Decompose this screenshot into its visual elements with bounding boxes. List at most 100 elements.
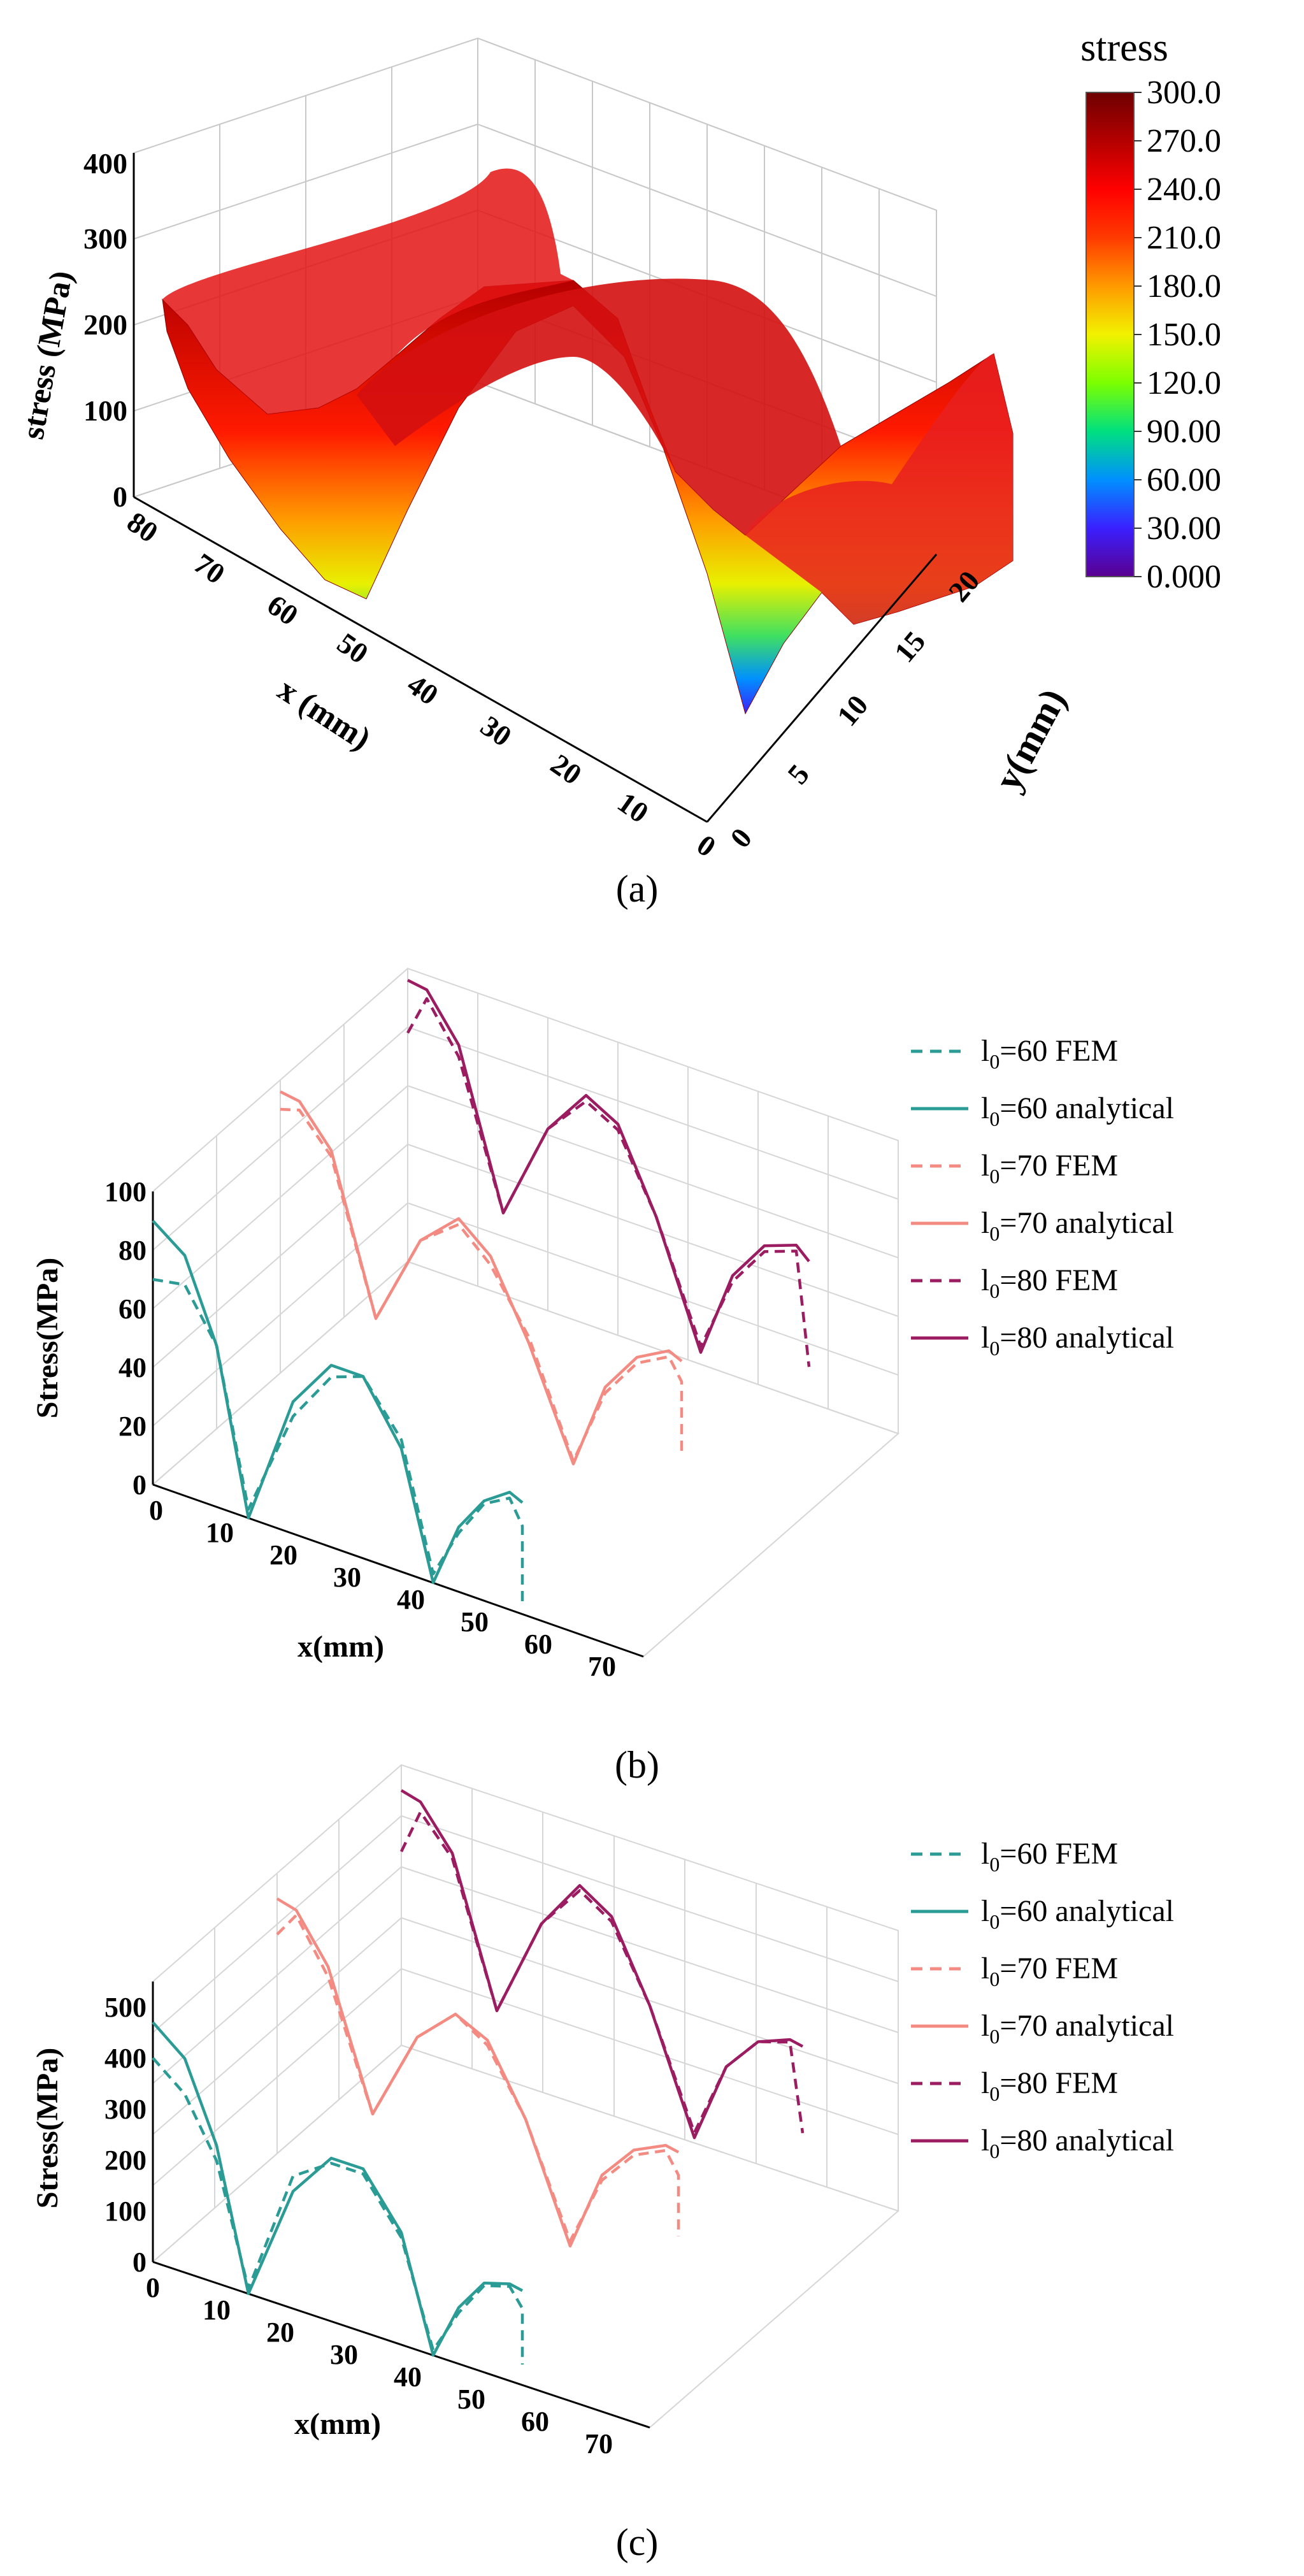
- panel-a-z-axis-label: stress (MPa): [14, 268, 79, 442]
- y-tick-label: 200: [104, 2145, 147, 2176]
- legend-label: l0=80 FEM: [981, 2066, 1118, 2105]
- panel-c-x-axis-label: x(mm): [294, 2407, 381, 2441]
- legend-label: l0=80 analytical: [981, 2124, 1174, 2162]
- panel-b-y-axis-label: Stress(MPa): [31, 1258, 64, 1418]
- panel-c-grid: [152, 1764, 899, 2429]
- panel-a-axes: [133, 153, 938, 823]
- series-line-l0-60-analytical: [152, 2021, 524, 2357]
- y-tick-label: 0: [724, 822, 758, 854]
- series-line-l0-60-fem: [152, 1277, 524, 1602]
- colorbar-tick-label: 300.0: [1147, 75, 1221, 111]
- y-tick-label: 300: [104, 2094, 147, 2125]
- series-line-l0-60-analytical: [152, 1220, 524, 1585]
- colorbar-tick-label: 210.0: [1147, 220, 1221, 256]
- colorbar-tick-label: 240.0: [1147, 171, 1221, 208]
- x-tick-label: 50: [461, 1606, 489, 1637]
- panel-b-axes: [152, 1191, 644, 1658]
- y-tick-label: 20: [118, 1411, 147, 1442]
- panel-a-y-axis-label: y(mm): [986, 682, 1074, 797]
- z-tick-label: 100: [83, 394, 127, 427]
- legend-label: l0=80 analytical: [981, 1321, 1174, 1360]
- panel-c-x-ticks: 0 10 20 30 40 50 60 70: [146, 2272, 613, 2459]
- x-tick-label: 50: [331, 626, 374, 670]
- series-line-l0-80-analytical: [406, 979, 810, 1354]
- y-tick-label: 10: [831, 689, 875, 732]
- legend-label: l0=80 FEM: [981, 1263, 1118, 1302]
- legend-label: l0=60 FEM: [981, 1837, 1118, 1876]
- colorbar-labels: 300.0 270.0 240.0 210.0 180.0 150.0 120.0 90.00…: [1134, 75, 1221, 595]
- panel-a-colorbar: stress 300.0 270.0 240.0 210.0 180.0 150.0 120…: [1080, 26, 1221, 595]
- panel-b-series: [152, 979, 811, 1602]
- colorbar-gradient: [1085, 92, 1135, 577]
- y-tick-label: 80: [118, 1235, 147, 1266]
- series-line-l0-80-fem: [399, 1810, 805, 2134]
- panel-c-axes: [152, 1982, 650, 2429]
- series-line-l0-80-fem: [406, 997, 811, 1367]
- x-tick-label: 70: [588, 1651, 616, 1682]
- panel-a-surface: [162, 168, 1014, 715]
- colorbar-title: stress: [1080, 26, 1168, 69]
- colorbar-tick-label: 60.00: [1147, 462, 1221, 498]
- x-tick-label: 30: [475, 709, 517, 752]
- x-tick-label: 20: [545, 747, 587, 791]
- y-tick-label: 100: [104, 1176, 147, 1207]
- x-tick-label: 70: [585, 2428, 613, 2459]
- x-tick-label: 60: [524, 1629, 552, 1660]
- z-tick-label: 300: [83, 222, 127, 255]
- panel-c-caption: (c): [616, 2521, 659, 2563]
- colorbar-tick-label: 90.00: [1147, 414, 1221, 450]
- z-tick-label: 400: [83, 147, 127, 180]
- x-tick-label: 0: [149, 1495, 163, 1526]
- x-tick-label: 10: [203, 2294, 231, 2326]
- panel-a-caption: (a): [616, 868, 659, 910]
- colorbar-tick-label: 0.000: [1147, 559, 1221, 595]
- colorbar-tick-label: 120.0: [1147, 365, 1221, 401]
- panel-b-y-ticks: 0 20 40 60 80 100: [104, 1176, 147, 1500]
- y-tick-label: 40: [118, 1352, 147, 1383]
- series-line-l0-80-analytical: [400, 1789, 804, 2140]
- x-tick-label: 80: [121, 505, 164, 549]
- colorbar-tick-label: 180.0: [1147, 268, 1221, 305]
- legend-label: l0=70 analytical: [981, 1206, 1174, 1245]
- panel-b-grid: [152, 967, 899, 1658]
- panel-b-legend: l0=60 FEM l0=60 analytical l0=70 FEM l0=70 …: [911, 1034, 1174, 1360]
- legend-label: l0=70 FEM: [981, 1149, 1118, 1188]
- panel-c-y-axis-label: Stress(MPa): [31, 2048, 64, 2208]
- y-tick-label: 400: [104, 2043, 147, 2074]
- series-line-l0-70-fem: [280, 1107, 684, 1463]
- series-line-l0-60-fem: [152, 2057, 524, 2365]
- panel-c-legend: l0=60 FEM l0=60 analytical l0=70 FEM l0=70 …: [911, 1837, 1174, 2162]
- x-tick-label: 70: [188, 547, 231, 590]
- panel-b-x-ticks: 0 10 20 30 40 50 60 70: [149, 1495, 616, 1682]
- y-tick-label: 0: [133, 1469, 147, 1500]
- x-tick-label: 10: [206, 1517, 234, 1548]
- x-tick-label: 0: [691, 828, 722, 863]
- y-tick-label: 5: [781, 758, 815, 790]
- colorbar-tick-label: 30.00: [1147, 510, 1221, 547]
- x-tick-label: 20: [266, 2317, 294, 2348]
- panel-c-series: [152, 1789, 805, 2365]
- y-tick-label: 0: [133, 2247, 147, 2278]
- z-tick-label: 200: [83, 308, 127, 341]
- y-tick-label: 60: [118, 1293, 147, 1325]
- series-line-l0-70-analytical: [279, 1090, 683, 1465]
- x-tick-label: 10: [612, 786, 654, 829]
- x-tick-label: 30: [333, 1562, 361, 1593]
- legend-label: l0=60 analytical: [981, 1894, 1174, 1933]
- colorbar-tick-label: 270.0: [1147, 123, 1221, 159]
- x-tick-label: 40: [394, 2361, 422, 2393]
- legend-label: l0=70 analytical: [981, 2009, 1174, 2048]
- x-tick-label: 30: [330, 2339, 358, 2370]
- y-tick-label: 500: [104, 1992, 147, 2023]
- z-tick-label: 0: [113, 480, 127, 513]
- panel-c-y-ticks: 0 100 200 300 400 500: [104, 1992, 147, 2278]
- colorbar-tick-label: 150.0: [1147, 317, 1221, 353]
- x-tick-label: 40: [401, 668, 444, 711]
- panel-a-x-ticks: 80 70 60 50 40 30 20 10 0: [121, 505, 722, 863]
- panel-a-z-ticks: 0 100 200 300 400: [83, 147, 127, 513]
- y-tick-label: 100: [104, 2196, 147, 2227]
- legend-label: l0=60 analytical: [981, 1091, 1174, 1130]
- panel-b-caption: (b): [615, 1744, 659, 1786]
- x-tick-label: 60: [261, 588, 304, 631]
- x-tick-label: 50: [457, 2384, 485, 2415]
